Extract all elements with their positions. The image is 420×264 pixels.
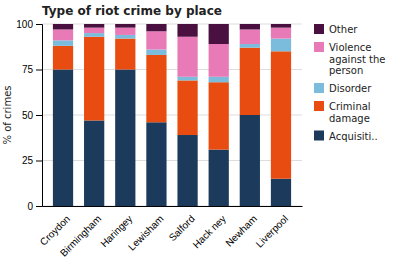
legend-label: Other — [329, 24, 358, 35]
bar — [53, 46, 73, 70]
bar — [84, 37, 104, 121]
bar — [115, 35, 135, 39]
y-tick-mark — [36, 24, 42, 25]
bar — [240, 24, 260, 29]
y-tick-label: 25 — [22, 155, 34, 166]
bar — [177, 24, 197, 37]
x-tick: Hack ney — [191, 213, 228, 250]
legend: Other Violenceagainst theperson Disorder Cr… — [314, 24, 385, 142]
bar — [177, 77, 197, 81]
y-tick-mark — [36, 161, 42, 162]
y-tick: 25 — [22, 155, 42, 166]
title: Type of riot crime by place — [42, 4, 222, 18]
bar — [209, 44, 229, 77]
legend-item: Acquisiti.. — [314, 131, 378, 142]
x-tick-label: Birmingham — [58, 213, 104, 259]
bar — [115, 39, 135, 70]
bar — [177, 135, 197, 206]
bar — [209, 82, 229, 149]
bar — [146, 24, 166, 31]
legend-item: Other — [314, 24, 358, 35]
bar — [240, 29, 260, 44]
legend-swatch — [314, 83, 324, 93]
y-tick-mark — [36, 70, 42, 71]
bar — [177, 37, 197, 77]
y-axis-title: % of crimes — [2, 86, 13, 145]
bar — [115, 24, 135, 28]
bar — [146, 55, 166, 122]
legend-item: Disorder — [314, 83, 372, 94]
legend-label: Disorder — [329, 83, 372, 94]
x-axis-line — [43, 206, 303, 207]
y-tick-mark — [36, 206, 42, 207]
bar — [53, 29, 73, 40]
bar — [177, 80, 197, 135]
plot: 0 25 50 75 100 CroydonBirminghamHaringeyLewis… — [16, 19, 302, 259]
y-tick: 75 — [22, 64, 42, 75]
bar — [84, 24, 104, 28]
bar — [209, 77, 229, 82]
y-tick-label: 100 — [16, 19, 33, 30]
x-tick: Lewisham — [126, 213, 166, 253]
bar — [240, 44, 260, 48]
x-tick-label: Liverpool — [254, 213, 290, 249]
grid-line — [42, 24, 302, 25]
legend-item: Violenceagainst theperson — [314, 42, 385, 76]
bars — [53, 24, 291, 206]
bar — [53, 40, 73, 45]
bar — [240, 115, 260, 206]
bar — [271, 24, 291, 28]
y-axis: 0 25 50 75 100 — [16, 19, 42, 212]
bar — [84, 120, 104, 206]
bar — [53, 24, 73, 29]
x-tick-label: Hack ney — [191, 213, 228, 250]
bar — [115, 70, 135, 207]
y-tick: 50 — [22, 110, 42, 121]
grid-line — [42, 69, 302, 70]
bar — [209, 24, 229, 44]
bar — [209, 150, 229, 206]
bar — [271, 39, 291, 52]
bar — [146, 122, 166, 206]
y-tick-label: 50 — [22, 110, 34, 121]
legend-swatch — [314, 131, 324, 141]
legend-item: Criminaldamage — [314, 101, 371, 124]
grid-line — [42, 206, 302, 207]
y-tick-label: 75 — [22, 64, 34, 75]
legend-label: Acquisiti.. — [329, 131, 378, 142]
bar — [84, 28, 104, 33]
bar — [53, 70, 73, 207]
x-tick-label: Newham — [223, 213, 259, 249]
x-axis: CroydonBirminghamHaringeyLewishamSalford… — [38, 207, 303, 259]
bar — [271, 28, 291, 39]
legend-swatch — [314, 42, 324, 52]
y-tick-label: 0 — [27, 201, 33, 212]
bar — [146, 49, 166, 54]
legend-swatch — [314, 101, 324, 111]
y-tick: 0 — [27, 201, 42, 212]
x-tick-label: Salford — [167, 213, 197, 243]
y-tick: 100 — [16, 19, 42, 30]
chart: 0 25 50 75 100 CroydonBirminghamHaringeyLewis… — [0, 0, 420, 264]
grid-line — [42, 160, 302, 161]
legend-label: Violenceagainst theperson — [329, 42, 385, 76]
bar — [115, 28, 135, 35]
legend-label: Criminaldamage — [329, 101, 371, 124]
x-tick-label: Lewisham — [126, 213, 166, 253]
bar — [240, 48, 260, 115]
x-tick: Salford — [167, 213, 197, 243]
bar — [271, 179, 291, 206]
bar — [146, 31, 166, 49]
grid-line — [42, 115, 302, 116]
bar — [271, 51, 291, 178]
x-tick: Newham — [223, 213, 259, 249]
y-tick-mark — [36, 115, 42, 116]
grid — [42, 24, 302, 206]
bar — [84, 33, 104, 37]
x-tick: Birmingham — [58, 213, 104, 259]
y-axis-line — [36, 25, 43, 207]
legend-swatch — [314, 24, 324, 34]
x-tick: Liverpool — [254, 213, 290, 249]
